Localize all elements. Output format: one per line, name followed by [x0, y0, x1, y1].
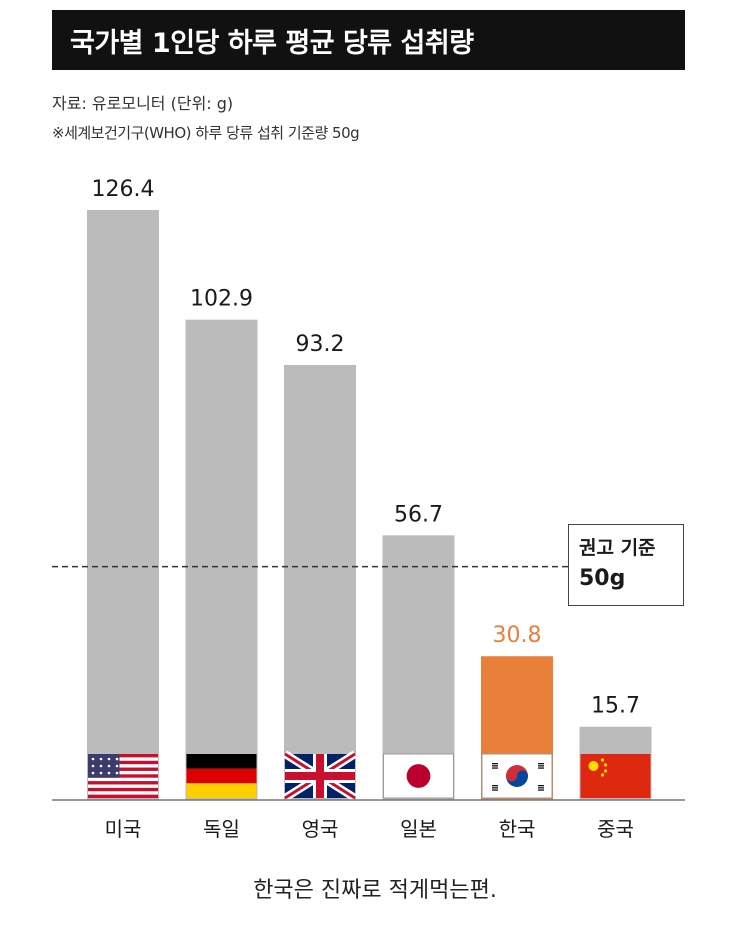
reference-value: 50g — [579, 566, 626, 591]
value-label: 56.7 — [394, 502, 443, 527]
value-label: 15.7 — [591, 694, 640, 719]
reference-label: 권고 기준 — [579, 537, 656, 559]
uk-flag-icon — [282, 750, 358, 802]
value-label: 30.8 — [493, 623, 542, 648]
germany-flag-icon — [186, 754, 257, 798]
bar-독일 — [185, 319, 258, 800]
category-label: 미국 — [105, 817, 142, 841]
category-label: 중국 — [597, 817, 634, 841]
value-label: 102.9 — [190, 287, 253, 312]
who-note: ※세계보건기구(WHO) 하루 당류 섭취 기준량 50g — [52, 124, 360, 142]
usa-flag-icon — [88, 754, 158, 798]
japan-flag-icon — [383, 753, 454, 799]
caption: 한국은 진짜로 적게먹는편. — [253, 878, 497, 903]
category-label: 한국 — [499, 817, 536, 841]
bar-영국 — [284, 364, 356, 800]
value-label: 126.4 — [92, 177, 155, 202]
category-label: 독일 — [203, 817, 240, 841]
source-note: 자료: 유로모니터 (단위: g) — [52, 94, 234, 113]
category-label: 영국 — [302, 817, 339, 841]
category-label: 일본 — [400, 817, 437, 841]
korea-flag-icon — [481, 753, 553, 799]
page-title: 국가별 1인당 하루 평균 당류 섭취량 — [52, 10, 685, 70]
value-label: 93.2 — [296, 332, 345, 357]
bar-미국 — [87, 210, 159, 800]
china-flag-icon — [580, 754, 651, 798]
reference-legend: 권고 기준 50g — [568, 524, 684, 606]
